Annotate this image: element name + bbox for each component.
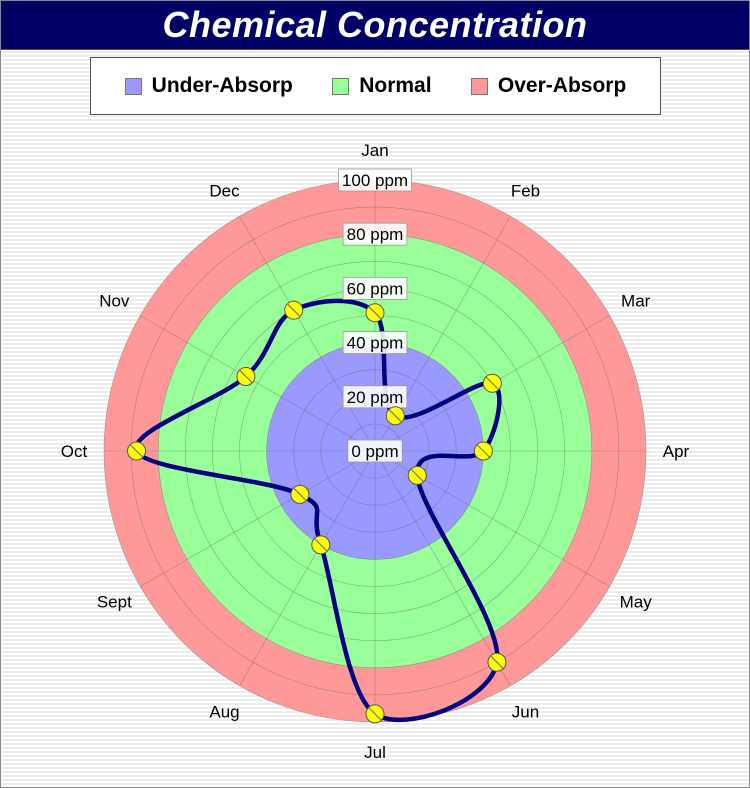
radial-tick-label: 0 ppm xyxy=(351,442,398,461)
legend: Under-Absorp Normal Over-Absorp xyxy=(90,57,661,115)
angular-label-jun: Jun xyxy=(512,703,539,722)
radial-tick-label: 40 ppm xyxy=(347,334,404,353)
data-point-mark xyxy=(130,444,143,458)
angular-label-jul: Jul xyxy=(364,743,386,762)
spoke-line xyxy=(239,450,376,686)
data-point-mark xyxy=(388,409,402,423)
radial-tick-box xyxy=(342,276,408,300)
legend-swatch-normal xyxy=(332,77,350,95)
data-point-mark xyxy=(293,487,307,501)
legend-item-normal: Normal xyxy=(332,74,432,98)
radial-tick-label: 60 ppm xyxy=(347,279,404,298)
legend-item-under-absorp: Under-Absorp xyxy=(124,74,293,98)
spoke-line xyxy=(140,315,376,452)
radial-tick-label: 20 ppm xyxy=(347,388,404,407)
title-bar: Chemical Concentration xyxy=(1,1,749,50)
data-point-mark xyxy=(239,370,253,383)
radial-tick-label: 100 ppm xyxy=(342,171,408,190)
spoke-line xyxy=(374,450,511,686)
data-point-mark xyxy=(490,655,504,669)
radial-tick-box xyxy=(342,331,408,355)
data-point-mark xyxy=(287,303,301,317)
legend-label-normal: Normal xyxy=(359,74,432,97)
angular-label-nov: Nov xyxy=(99,292,130,311)
angular-label-mar: Mar xyxy=(621,292,651,311)
angular-label-may: May xyxy=(620,593,653,612)
legend-label-over-absorp: Over-Absorp xyxy=(497,74,627,97)
legend-swatch-over-absorp xyxy=(470,77,488,95)
radial-tick-box xyxy=(342,385,408,409)
data-point-mark xyxy=(314,538,328,552)
chart-title: Chemical Concentration xyxy=(162,4,588,45)
angular-label-sept: Sept xyxy=(97,593,132,612)
data-point-mark xyxy=(368,707,382,721)
legend-label-under-absorp: Under-Absorp xyxy=(151,74,293,97)
spoke-line xyxy=(140,450,376,587)
angular-label-oct: Oct xyxy=(61,442,88,461)
legend-swatch-under-absorp xyxy=(124,77,142,95)
angular-label-dec: Dec xyxy=(209,181,240,200)
angular-label-jan: Jan xyxy=(361,141,388,160)
radial-tick-box xyxy=(338,168,412,192)
legend-item-over-absorp: Over-Absorp xyxy=(470,74,627,98)
angular-label-feb: Feb xyxy=(511,181,540,200)
angular-label-aug: Aug xyxy=(209,703,239,722)
data-point-mark xyxy=(485,376,499,390)
spoke-line xyxy=(239,216,376,452)
radial-tick-label: 80 ppm xyxy=(347,225,404,244)
data-point-mark xyxy=(368,306,382,320)
data-point-mark xyxy=(476,444,490,458)
angular-label-apr: Apr xyxy=(663,442,690,461)
radial-tick-box xyxy=(347,439,403,463)
data-point-mark xyxy=(410,468,424,482)
radial-tick-box xyxy=(342,222,408,246)
